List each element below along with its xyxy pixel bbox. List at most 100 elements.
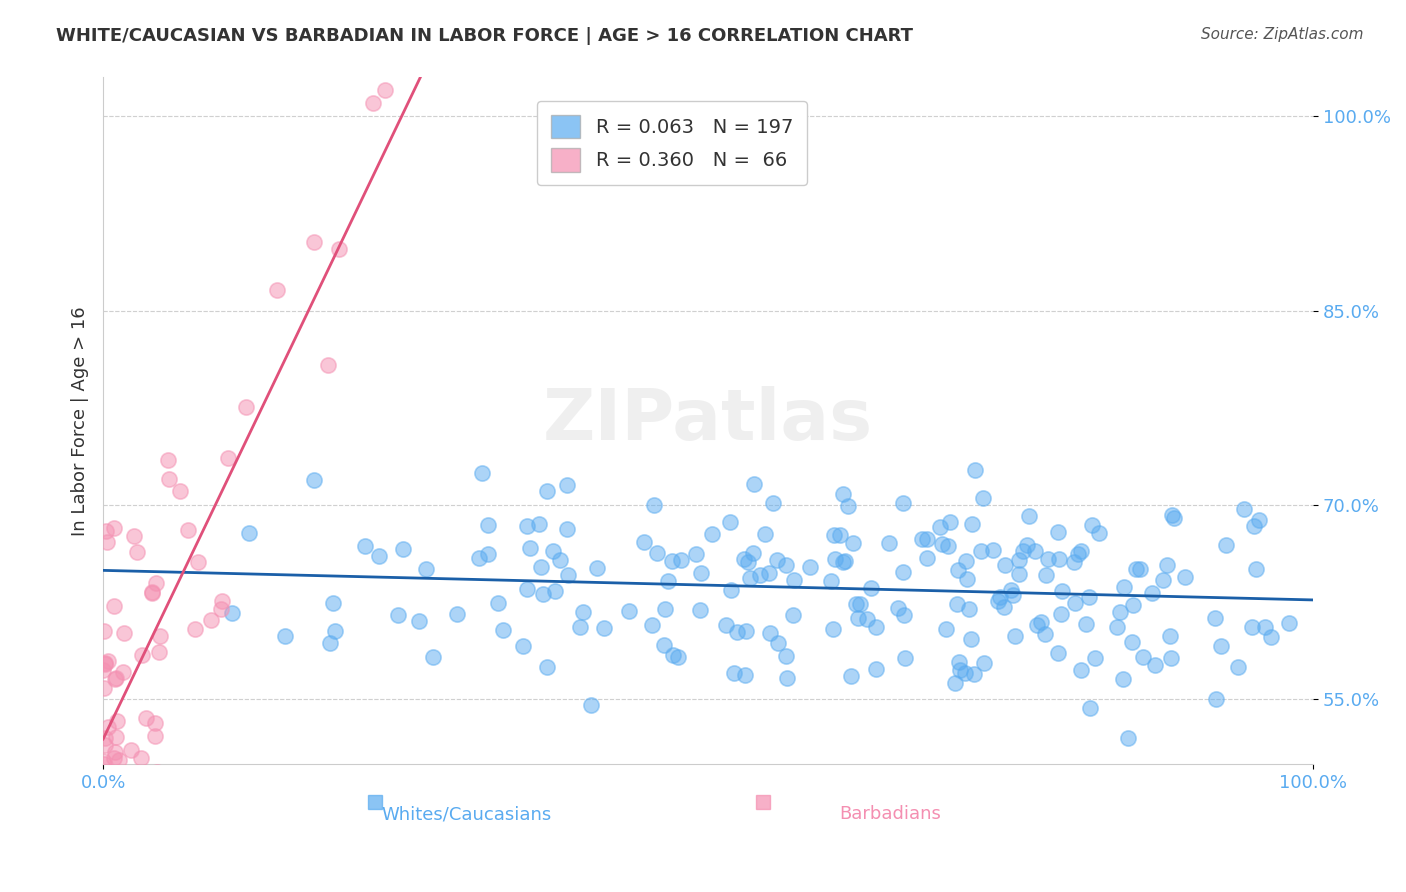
Point: [821, 622, 844, 636]
Point: [935, 622, 957, 636]
Point: [742, 546, 765, 560]
Point: [108, 753, 131, 767]
Point: [550, 553, 572, 567]
Point: [661, 648, 683, 663]
Point: [831, 556, 853, 570]
Point: [1209, 639, 1232, 653]
Point: [725, 624, 748, 639]
Point: [877, 536, 900, 550]
Point: [936, 539, 959, 553]
Point: [1160, 508, 1182, 522]
Point: [209, 601, 232, 615]
Point: [93, 663, 115, 677]
Point: [148, 645, 170, 659]
Point: [93, 809, 115, 823]
Point: [1114, 580, 1136, 594]
Point: [963, 463, 986, 477]
Point: [981, 542, 1004, 557]
Point: [1047, 525, 1070, 540]
Point: [105, 714, 128, 729]
Point: [536, 659, 558, 673]
Point: [1077, 590, 1099, 604]
Point: [1036, 552, 1059, 566]
Point: [149, 629, 172, 643]
Point: [963, 666, 986, 681]
Point: [893, 608, 915, 623]
Point: [1018, 509, 1040, 524]
Point: [955, 553, 977, 567]
Point: [1050, 607, 1073, 622]
Point: [141, 586, 163, 600]
Point: [238, 525, 260, 540]
Point: [93, 765, 115, 780]
Point: [103, 521, 125, 535]
Point: [105, 730, 128, 744]
Point: [943, 675, 966, 690]
Point: [783, 573, 806, 587]
Point: [1125, 562, 1147, 576]
Point: [891, 496, 914, 510]
Point: [541, 544, 564, 558]
Point: [641, 617, 664, 632]
Point: [886, 601, 908, 615]
Point: [527, 516, 550, 531]
Point: [1063, 596, 1085, 610]
Point: [162, 780, 184, 795]
Point: [956, 572, 979, 586]
Point: [557, 568, 579, 582]
Point: [846, 610, 869, 624]
Point: [1035, 627, 1057, 641]
Point: [993, 600, 1015, 615]
Point: [112, 625, 135, 640]
Point: [1050, 584, 1073, 599]
Point: [143, 729, 166, 743]
Point: [1000, 582, 1022, 597]
Point: [828, 528, 851, 542]
Point: [734, 667, 756, 681]
Point: [987, 594, 1010, 608]
Point: [141, 584, 163, 599]
Point: [824, 552, 846, 566]
Point: [652, 638, 675, 652]
Point: [492, 624, 515, 638]
Point: [104, 673, 127, 687]
Point: [643, 498, 665, 512]
Point: [758, 625, 780, 640]
Point: [477, 547, 499, 561]
Point: [96, 534, 118, 549]
Point: [93, 756, 115, 771]
Point: [972, 491, 994, 505]
Point: [723, 666, 745, 681]
Point: [318, 358, 340, 372]
Y-axis label: In Labor Force | Age > 16: In Labor Force | Age > 16: [72, 306, 89, 536]
Point: [834, 554, 856, 568]
Point: [865, 619, 887, 633]
Point: [671, 552, 693, 566]
Point: [860, 581, 883, 595]
Point: [1001, 588, 1024, 602]
Point: [737, 555, 759, 569]
Point: [187, 555, 209, 569]
Point: [103, 751, 125, 765]
Point: [353, 539, 375, 553]
Point: [960, 516, 983, 531]
Point: [531, 587, 554, 601]
Point: [1205, 691, 1227, 706]
Point: [749, 568, 772, 582]
Point: [544, 583, 567, 598]
Point: [91, 809, 114, 823]
Point: [969, 543, 991, 558]
Point: [104, 745, 127, 759]
Point: [848, 598, 870, 612]
Point: [127, 545, 149, 559]
Point: [1029, 615, 1052, 629]
Point: [633, 535, 655, 549]
Point: [689, 603, 711, 617]
Point: [842, 536, 865, 550]
Point: [1129, 561, 1152, 575]
Point: [657, 574, 679, 588]
Text: Whites/Caucasians: Whites/Caucasians: [381, 805, 551, 823]
Point: [1084, 651, 1107, 665]
Point: [581, 698, 603, 712]
Point: [93, 656, 115, 670]
